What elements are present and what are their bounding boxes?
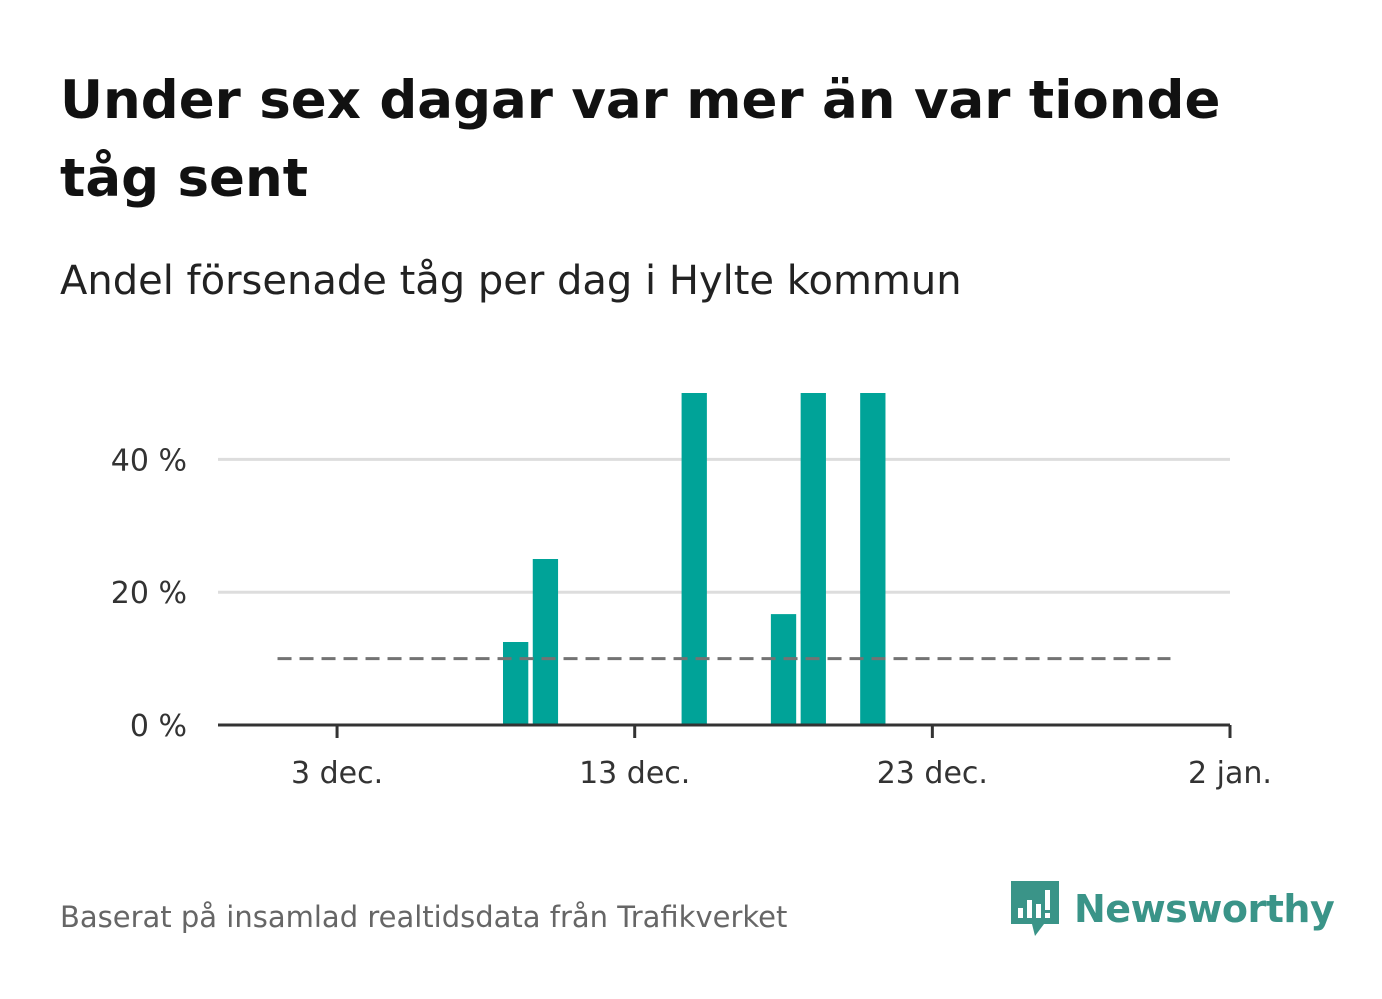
bars bbox=[502, 393, 886, 725]
x-tick-label: 13 dec. bbox=[579, 756, 690, 791]
source-note: Baserat på insamlad realtidsdata från Tr… bbox=[60, 900, 788, 934]
bar bbox=[770, 614, 797, 725]
y-tick-label: 0 % bbox=[130, 709, 187, 744]
x-tick-label: 23 dec. bbox=[877, 756, 988, 791]
chart-subtitle: Andel försenade tåg per dag i Hylte komm… bbox=[60, 258, 962, 304]
x-tick-label: 3 dec. bbox=[291, 756, 383, 791]
axes: 0 % 20 % 40 % 3 dec. 13 dec. 23 dec. 2 jan. bbox=[111, 443, 1272, 791]
y-tick-label: 40 % bbox=[111, 443, 187, 478]
bar bbox=[860, 393, 886, 725]
newsworthy-logo: Newsworthy bbox=[1008, 878, 1335, 940]
bar-chart: 0 % 20 % 40 % 3 dec. 13 dec. 23 dec. 2 jan. bbox=[111, 393, 1272, 791]
brand-name: Newsworthy bbox=[1074, 887, 1335, 931]
y-tick-label: 20 % bbox=[111, 576, 187, 611]
gridlines bbox=[218, 457, 1230, 594]
chart-speech-bubble-icon bbox=[1011, 881, 1059, 936]
chart-title: Under sex dagar var mer än var tionde tå… bbox=[60, 70, 1221, 209]
x-tick-label: 2 jan. bbox=[1188, 756, 1272, 791]
bar bbox=[800, 393, 826, 725]
bar bbox=[502, 642, 529, 725]
bar bbox=[681, 393, 707, 725]
bar bbox=[532, 559, 559, 725]
